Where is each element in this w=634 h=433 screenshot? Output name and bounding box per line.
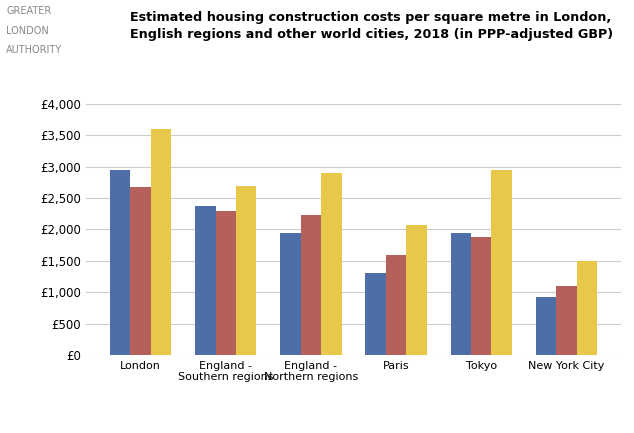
Text: English regions and other world cities, 2018 (in PPP-adjusted GBP): English regions and other world cities, … xyxy=(130,28,613,41)
Text: LONDON: LONDON xyxy=(6,26,49,36)
Bar xyxy=(301,215,321,355)
Bar xyxy=(321,173,342,355)
Bar xyxy=(406,225,427,355)
Text: Estimated housing construction costs per square metre in London,: Estimated housing construction costs per… xyxy=(130,11,611,24)
Bar xyxy=(280,233,301,355)
Bar xyxy=(110,170,131,355)
Bar xyxy=(471,237,491,355)
Bar xyxy=(151,129,171,355)
Bar xyxy=(216,211,236,355)
Bar xyxy=(556,286,576,355)
Text: GREATER: GREATER xyxy=(6,6,51,16)
Bar xyxy=(451,233,471,355)
Bar xyxy=(576,261,597,355)
Bar xyxy=(536,297,556,355)
Bar xyxy=(365,274,386,355)
Text: AUTHORITY: AUTHORITY xyxy=(6,45,63,55)
Bar xyxy=(131,187,151,355)
Bar xyxy=(491,170,512,355)
Bar xyxy=(236,185,256,355)
Bar xyxy=(195,206,216,355)
Bar xyxy=(386,255,406,355)
